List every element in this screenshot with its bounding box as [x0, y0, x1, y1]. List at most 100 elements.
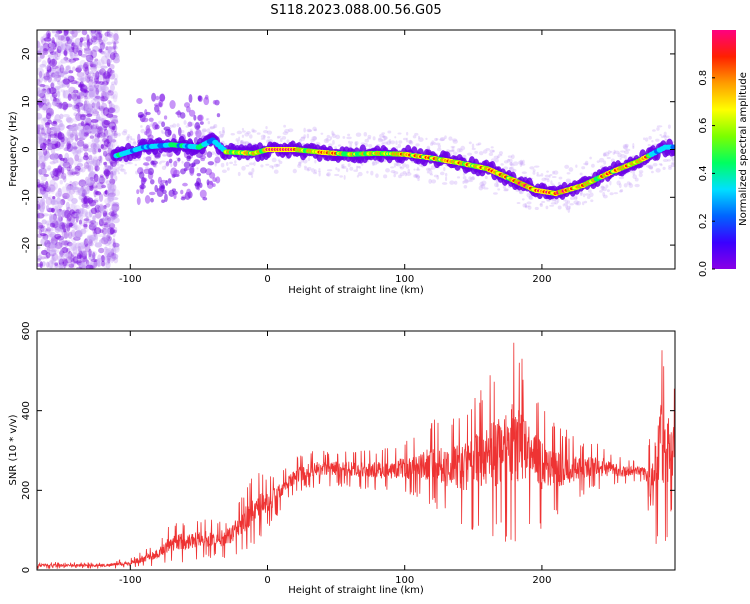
spectrogram-noise-blob [43, 129, 48, 139]
spectrogram-haze-blob [160, 130, 164, 133]
spectrogram-haze-blob [337, 168, 340, 172]
spectrogram-haze-blob [372, 161, 378, 166]
spectrogram-haze-blob [437, 144, 441, 149]
spectrogram-transient-blob [187, 131, 191, 138]
spectrogram-noise-blob [40, 138, 46, 142]
spectrogram-haze-blob [158, 161, 162, 165]
spectrogram-noise-blob [97, 59, 105, 66]
spectrogram-haze-blob [628, 182, 632, 186]
spectrogram-haze-blob [143, 156, 147, 160]
spectrogram-noise-blob [72, 256, 79, 264]
spectrogram-noise-blob [86, 76, 90, 83]
spectrogram-haze-blob [581, 166, 586, 170]
spectrogram-noise-blob [74, 91, 81, 100]
spectrogram-noise-blob [90, 258, 98, 263]
spectrogram-haze-blob [510, 154, 515, 160]
spectrogram-noise-blob [63, 50, 68, 56]
spectrogram-haze-blob [433, 174, 439, 178]
spectrogram-noise-blob [81, 250, 89, 257]
spectrogram-noise-blob [37, 79, 43, 86]
spectrogram-noise-blob [107, 183, 112, 191]
spectrogram-haze-blob [617, 152, 622, 158]
spectrogram-noise-blob [39, 84, 46, 88]
spectrogram-haze-blob [134, 163, 138, 167]
spectrogram-noise-blob [70, 91, 77, 100]
spectrogram-haze-blob [232, 163, 238, 166]
spectrogram-noise-blob [41, 38, 46, 46]
spectrogram-noise-blob [96, 127, 102, 134]
spectrogram-haze-blob [660, 135, 666, 139]
spectrogram-haze-blob [332, 139, 335, 145]
spectrogram-transient-blob [188, 109, 196, 117]
spectrogram-haze-blob [371, 161, 375, 167]
spectrogram-noise-blob [39, 142, 47, 151]
spectrogram-haze-blob [436, 174, 440, 180]
spectrogram-noise-blob [89, 87, 93, 96]
spectrogram-haze-blob [656, 125, 663, 128]
spectrogram-noise-blob [85, 264, 94, 269]
spectrogram-noise-blob [93, 235, 98, 244]
spectrogram-noise-blob [57, 67, 61, 76]
spectrogram-noise-blob [46, 223, 51, 230]
spectrogram-noise-blob [86, 113, 93, 117]
spectrogram-noise-blob [49, 179, 56, 187]
spectrogram-haze-blob [397, 143, 402, 148]
spectrogram-noise-blob [94, 198, 100, 202]
spectrogram-noise-blob [110, 211, 118, 220]
spectrogram-noise-blob [67, 253, 72, 261]
spectrogram-haze-blob [445, 176, 448, 182]
spectrogram-noise-blob [65, 131, 71, 137]
spectrogram-noise-blob [112, 242, 120, 248]
spectrogram-noise-blob [67, 157, 74, 166]
spectrogram-haze-blob [361, 163, 364, 166]
spectrogram-noise-blob [37, 203, 41, 210]
spectrogram-noise-blob [85, 187, 89, 192]
spectrogram-haze-blob [434, 137, 438, 142]
spectrogram-haze-blob [624, 154, 627, 160]
spectrogram-haze-blob [266, 130, 273, 135]
spectrogram-noise-blob [54, 30, 60, 40]
spectrogram-noise-blob [37, 90, 45, 97]
spectrogram-haze-blob [386, 140, 392, 146]
spectrogram-haze-blob [383, 136, 388, 140]
spectrogram-noise-blob [88, 104, 96, 112]
spectrogram-transient-blob [167, 129, 172, 136]
spectrogram-noise-blob [41, 219, 47, 225]
spectrogram-noise-blob [45, 30, 52, 40]
spectrogram-noise-blob [70, 88, 78, 97]
spectrogram-noise-blob [70, 202, 77, 211]
spectrogram-noise-blob [97, 155, 102, 162]
spectrogram-haze-blob [645, 164, 652, 168]
spectrogram-noise-blob [44, 122, 51, 126]
spectrogram-noise-blob [113, 245, 120, 253]
spectrogram-noise-blob [54, 70, 63, 78]
spectrogram-noise-blob [46, 71, 50, 78]
spectrogram-noise-blob [64, 265, 68, 269]
spectrogram-noise-blob [84, 243, 91, 253]
spectrogram-haze-blob [109, 174, 115, 179]
spectrogram-haze-blob [235, 138, 239, 142]
spectrogram-noise-blob [58, 153, 63, 160]
spectrogram-transient-blob [202, 197, 208, 201]
spectrogram-noise-blob [106, 188, 115, 197]
snr-x-tick-label: 200 [532, 575, 551, 586]
snr-x-tick-label: 100 [395, 575, 414, 586]
spectrogram-haze-blob [496, 155, 500, 159]
spectrogram-haze-blob [672, 141, 675, 144]
spectrogram-haze-blob [467, 152, 472, 156]
spectrogram-noise-blob [51, 79, 55, 88]
spectrogram-noise-blob [82, 63, 89, 72]
spectrogram-noise-blob [74, 165, 81, 171]
spectrogram-noise-blob [103, 161, 107, 166]
spectrogram-noise-blob [37, 222, 44, 230]
spectrogram-noise-blob [37, 258, 41, 262]
colorbar-tick-label: 0.2 [698, 213, 709, 229]
spectrogram-haze-blob [546, 170, 549, 173]
spectrogram-noise-blob [82, 155, 89, 161]
spectrogram-haze-blob [553, 170, 559, 175]
spectrogram-noise-blob [82, 83, 90, 90]
spectrogram-haze-blob [518, 160, 524, 165]
spectrogram-noise-blob [106, 227, 110, 233]
spectrogram-noise-blob [57, 200, 63, 209]
spectrogram-haze-blob [582, 193, 586, 198]
